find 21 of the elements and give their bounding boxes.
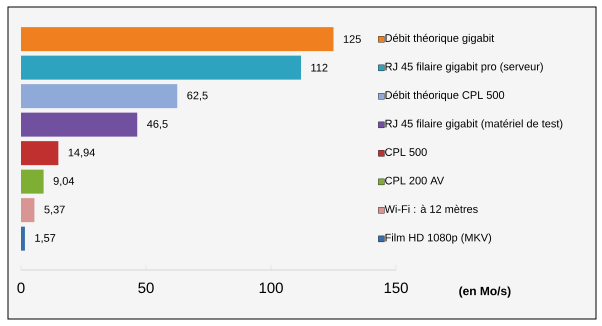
data-label: 14,94 [68,148,95,158]
legend-label: Film HD 1080p (MKV) [386,233,492,244]
legend-label: CPL 500 [385,148,427,156]
legend-label: Débit théorique gigabit [386,34,494,44]
data-label: 5,37 [44,206,65,215]
data-label: 112 [311,64,328,72]
data-label: 1,57 [35,234,56,244]
legend-label: Débit théorique CPL 500 [386,90,504,102]
data-label: 9,04 [54,177,74,186]
data-label: 62,5 [187,92,208,101]
x-tick-label: 100 [260,282,283,294]
x-tick-label: 50 [138,282,154,294]
legend-label: RJ 45 filaire gigabit pro (serveur) [386,62,543,73]
legend-label: RJ 45 filaire gigabit (matériel de test) [386,119,562,130]
data-label: 46,5 [147,120,168,130]
legend-label: Wi-Fi : à 12 mètres [384,204,478,213]
data-label: 125 [344,35,361,43]
legend-label: CPL 200 AV [385,176,444,184]
x-tick-label: 150 [384,282,408,294]
x-tick-label: 0 [17,282,25,294]
x-axis-title: (en Mo/s) [459,286,511,298]
